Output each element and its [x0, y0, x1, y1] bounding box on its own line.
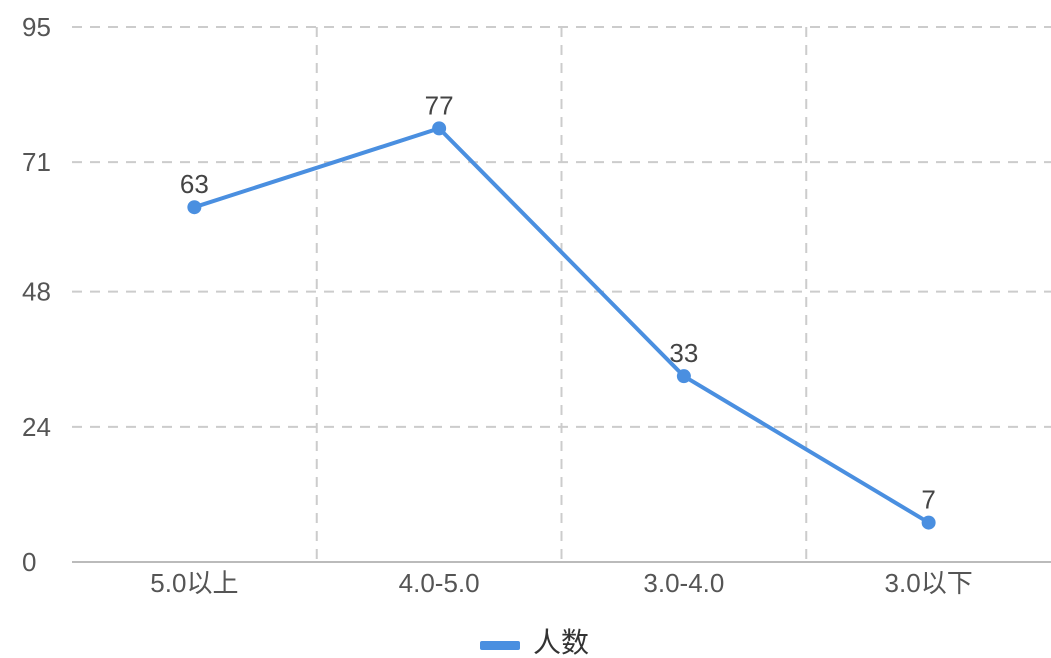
y-tick-label: 24 — [22, 412, 51, 442]
y-tick-label: 95 — [22, 12, 51, 42]
y-tick-label: 0 — [22, 547, 36, 577]
x-tick-label: 4.0-5.0 — [399, 568, 480, 598]
legend-swatch — [480, 641, 520, 650]
grid — [72, 26, 1051, 562]
x-tick-label: 3.0以下 — [885, 568, 973, 598]
y-axis-ticks: 0 24 48 71 95 — [22, 12, 51, 577]
x-tick-label: 3.0-4.0 — [643, 568, 724, 598]
series — [187, 121, 936, 530]
data-label: 77 — [425, 90, 454, 120]
x-axis-ticks: 5.0以上 4.0-5.0 3.0-4.0 3.0以下 — [150, 568, 972, 598]
legend[interactable]: 人数 — [480, 626, 589, 658]
data-point[interactable] — [676, 369, 691, 384]
y-tick-label: 48 — [22, 277, 51, 307]
data-point[interactable] — [432, 121, 447, 136]
data-label: 63 — [180, 169, 209, 199]
data-label: 7 — [921, 485, 935, 515]
data-label: 33 — [669, 338, 698, 368]
y-tick-label: 71 — [22, 147, 51, 177]
data-point[interactable] — [921, 515, 936, 530]
data-point[interactable] — [187, 200, 202, 215]
data-labels: 63 77 33 7 — [180, 90, 936, 514]
x-tick-label: 5.0以上 — [150, 568, 238, 598]
series-line-people — [193, 126, 930, 525]
legend-label-people: 人数 — [533, 626, 589, 658]
